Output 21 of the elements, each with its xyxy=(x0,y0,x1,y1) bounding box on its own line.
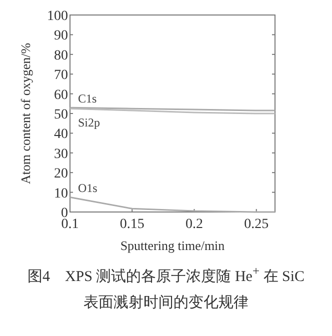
y-tick-label: 10 xyxy=(54,186,68,202)
y-tick-label: 100 xyxy=(47,9,68,24)
x-tick-label: 0.25 xyxy=(244,217,269,232)
y-tick-label: 80 xyxy=(54,48,68,64)
y-tick-label: 90 xyxy=(54,28,68,44)
y-tick-label: 50 xyxy=(54,108,68,122)
y-tick-label: 30 xyxy=(54,146,68,162)
y-tick-label: 20 xyxy=(54,166,68,182)
series-label: C1s xyxy=(78,92,98,106)
text: 图4 XPS 测试的各原子浓度随 He$^{+}$ 在 SiC 表面溅射时间的变化规律 xyxy=(26,263,306,313)
y-tick-label: 60 xyxy=(54,88,68,103)
x-tick-label: 0.1 xyxy=(61,217,79,232)
y-tick-label: 70 xyxy=(54,68,68,84)
x-tick-label: 0.15 xyxy=(120,217,144,232)
y-axis-title: Atom content of oxygen/% xyxy=(18,42,33,184)
x-axis-title: Sputtering time/min xyxy=(120,238,226,253)
series-label: Si2p xyxy=(78,116,100,130)
series-label: O1s xyxy=(78,181,98,196)
line-series xyxy=(69,196,276,213)
x-tick-label: 0.2 xyxy=(185,217,203,232)
y-tick-label: 40 xyxy=(54,127,68,142)
